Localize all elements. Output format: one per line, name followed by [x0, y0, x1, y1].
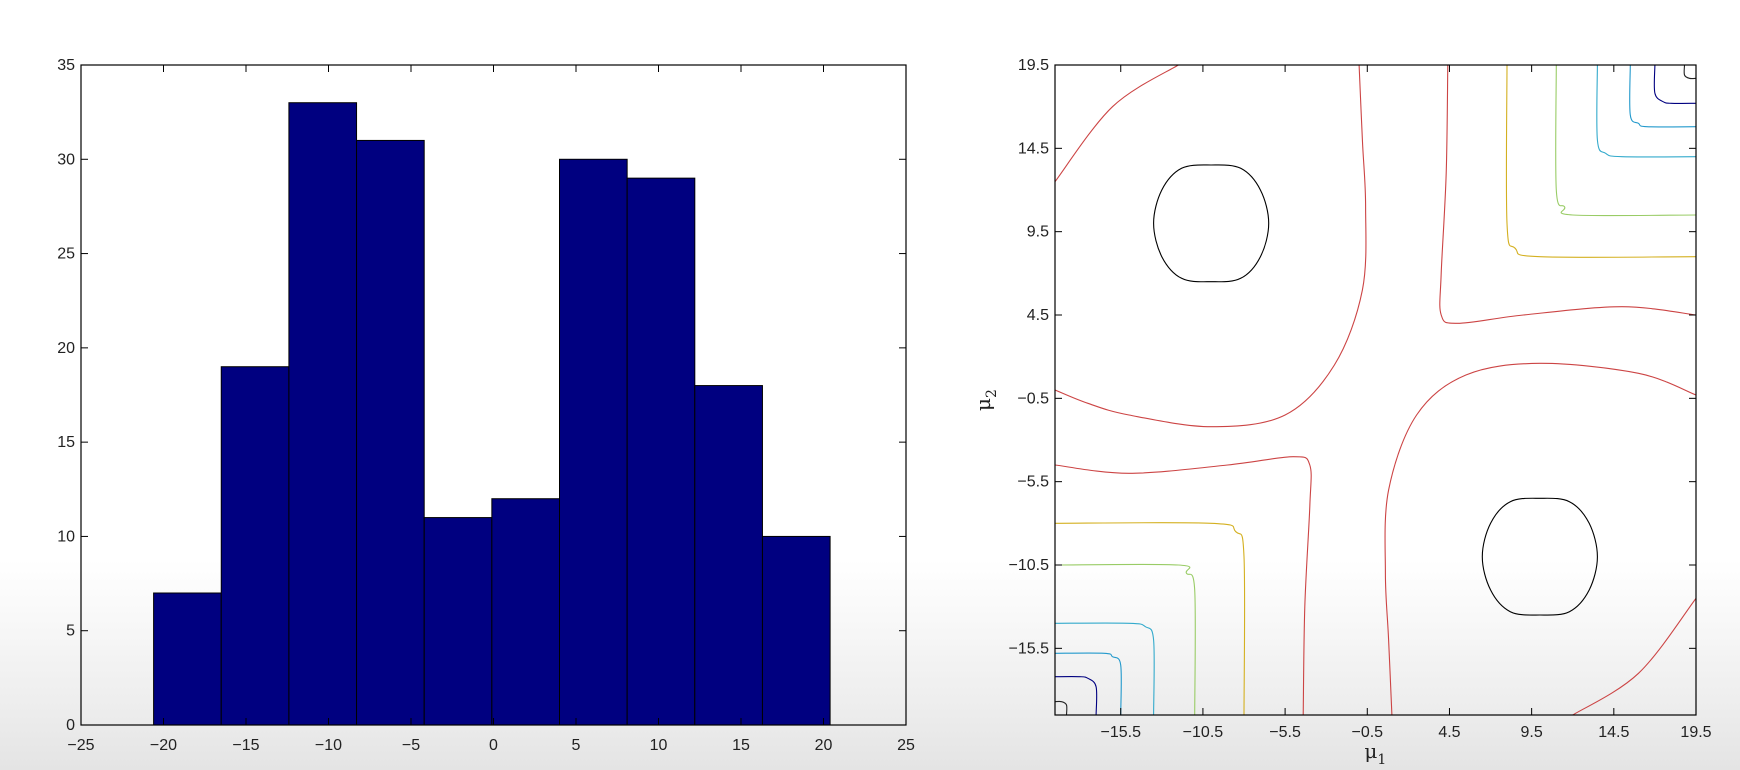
y-tick-label: 0: [66, 717, 75, 734]
histogram-bar: [626, 177, 696, 726]
x-tick-label: −10: [315, 737, 342, 754]
y-tick-label: 10: [57, 528, 75, 545]
histogram-frame: [80, 64, 907, 726]
y-tick-label: 30: [57, 151, 75, 168]
y-tick-label: −15.5: [1009, 640, 1050, 657]
x-tick-label: 15: [732, 737, 750, 754]
y-tick-label: −10.5: [1009, 557, 1050, 574]
y-tick-label: 4.5: [1027, 307, 1049, 324]
y-tick-label: 15: [57, 434, 75, 451]
x-tick-label: −0.5: [1351, 724, 1383, 741]
histogram-bar: [220, 366, 290, 726]
contour-line: [1153, 164, 1270, 283]
contour-line: [1683, 65, 1696, 80]
contour-line: [1653, 65, 1696, 104]
x-tick-label: 5: [572, 737, 581, 754]
y-axis-label-subscript: 2: [984, 389, 1000, 398]
x-tick-label: −5.5: [1269, 724, 1301, 741]
contour-line: [1384, 362, 1696, 715]
contour-line: [1055, 700, 1068, 715]
x-axis-label-subscript: 1: [1377, 752, 1386, 768]
contour-line: [1055, 563, 1196, 715]
histogram-bar: [153, 592, 222, 726]
contour-line: [1505, 65, 1696, 258]
x-tick-label: −25: [67, 737, 94, 754]
histogram-ticks: −25 −20 −15 −10 −5 0 5 10 15 20 25 0 5 10 15 20 25 30 35: [57, 57, 915, 754]
x-axis-label: μ1: [1364, 739, 1386, 768]
x-tick-label: −20: [150, 737, 177, 754]
x-tick-label: 4.5: [1438, 724, 1460, 741]
contour-panel: −15.5 −10.5 −5.5 −0.5 4.5 9.5 14.5 19.5−15.5−10…: [971, 57, 1712, 768]
contour-line: [1055, 676, 1098, 715]
x-tick-label: −5: [402, 737, 420, 754]
y-tick-label: 9.5: [1027, 224, 1049, 241]
x-tick-label: 19.5: [1680, 724, 1711, 741]
contour-line: [1555, 65, 1696, 217]
contour-line: [1572, 597, 1696, 715]
histogram-bar: [694, 385, 763, 726]
contour-line: [1629, 65, 1696, 128]
y-axis-label-symbol: μ: [971, 398, 995, 411]
contour-line: [1439, 65, 1696, 324]
histogram-bar: [423, 517, 493, 726]
x-tick-label: −15: [232, 737, 259, 754]
contour-ticks: −15.5 −10.5 −5.5 −0.5 4.5 9.5 14.5 19.5 −15.5 −10…: [1009, 57, 1712, 741]
y-tick-label: 19.5: [1018, 57, 1049, 74]
y-tick-label: 20: [57, 340, 75, 357]
y-tick-label: −5.5: [1017, 474, 1049, 491]
histogram-bar: [288, 102, 358, 726]
x-tick-label: 0: [489, 737, 498, 754]
y-tick-label: 14.5: [1018, 140, 1049, 157]
contour-line: [1055, 622, 1155, 715]
x-tick-label: 20: [815, 737, 833, 754]
histogram-panel: −25 −20 −15 −10 −5 0 5 10 15 20 25 0 5 10 15 20 25 30 35: [57, 57, 915, 754]
histogram-bar: [761, 535, 831, 726]
y-tick-label: −0.5: [1017, 390, 1049, 407]
x-axis-label-symbol: μ: [1364, 739, 1377, 763]
x-tick-label: 25: [897, 737, 915, 754]
x-tick-label: −10.5: [1183, 724, 1224, 741]
x-tick-label: 14.5: [1598, 724, 1629, 741]
contour-lines: [1055, 65, 1696, 715]
contour-line: [1055, 456, 1312, 715]
x-tick-label: −15.5: [1101, 724, 1142, 741]
x-tick-label: 9.5: [1521, 724, 1543, 741]
contour-line: [1055, 522, 1246, 715]
histogram-bar: [491, 498, 561, 726]
x-tick-label: 10: [650, 737, 668, 754]
contour-line: [1596, 65, 1696, 158]
y-tick-label: 35: [57, 57, 75, 74]
y-tick-label: 25: [57, 246, 75, 263]
histogram-bar: [559, 158, 628, 726]
y-tick-label: 5: [66, 623, 75, 640]
histogram-bar: [356, 139, 425, 726]
histogram-bars: [153, 102, 831, 726]
contour-line: [1481, 497, 1598, 616]
contour-frame: [1054, 64, 1697, 716]
contour-line: [1055, 652, 1122, 715]
contour-line: [1055, 65, 1367, 428]
y-axis-label: μ2: [971, 389, 1000, 411]
contour-line: [1055, 65, 1179, 183]
